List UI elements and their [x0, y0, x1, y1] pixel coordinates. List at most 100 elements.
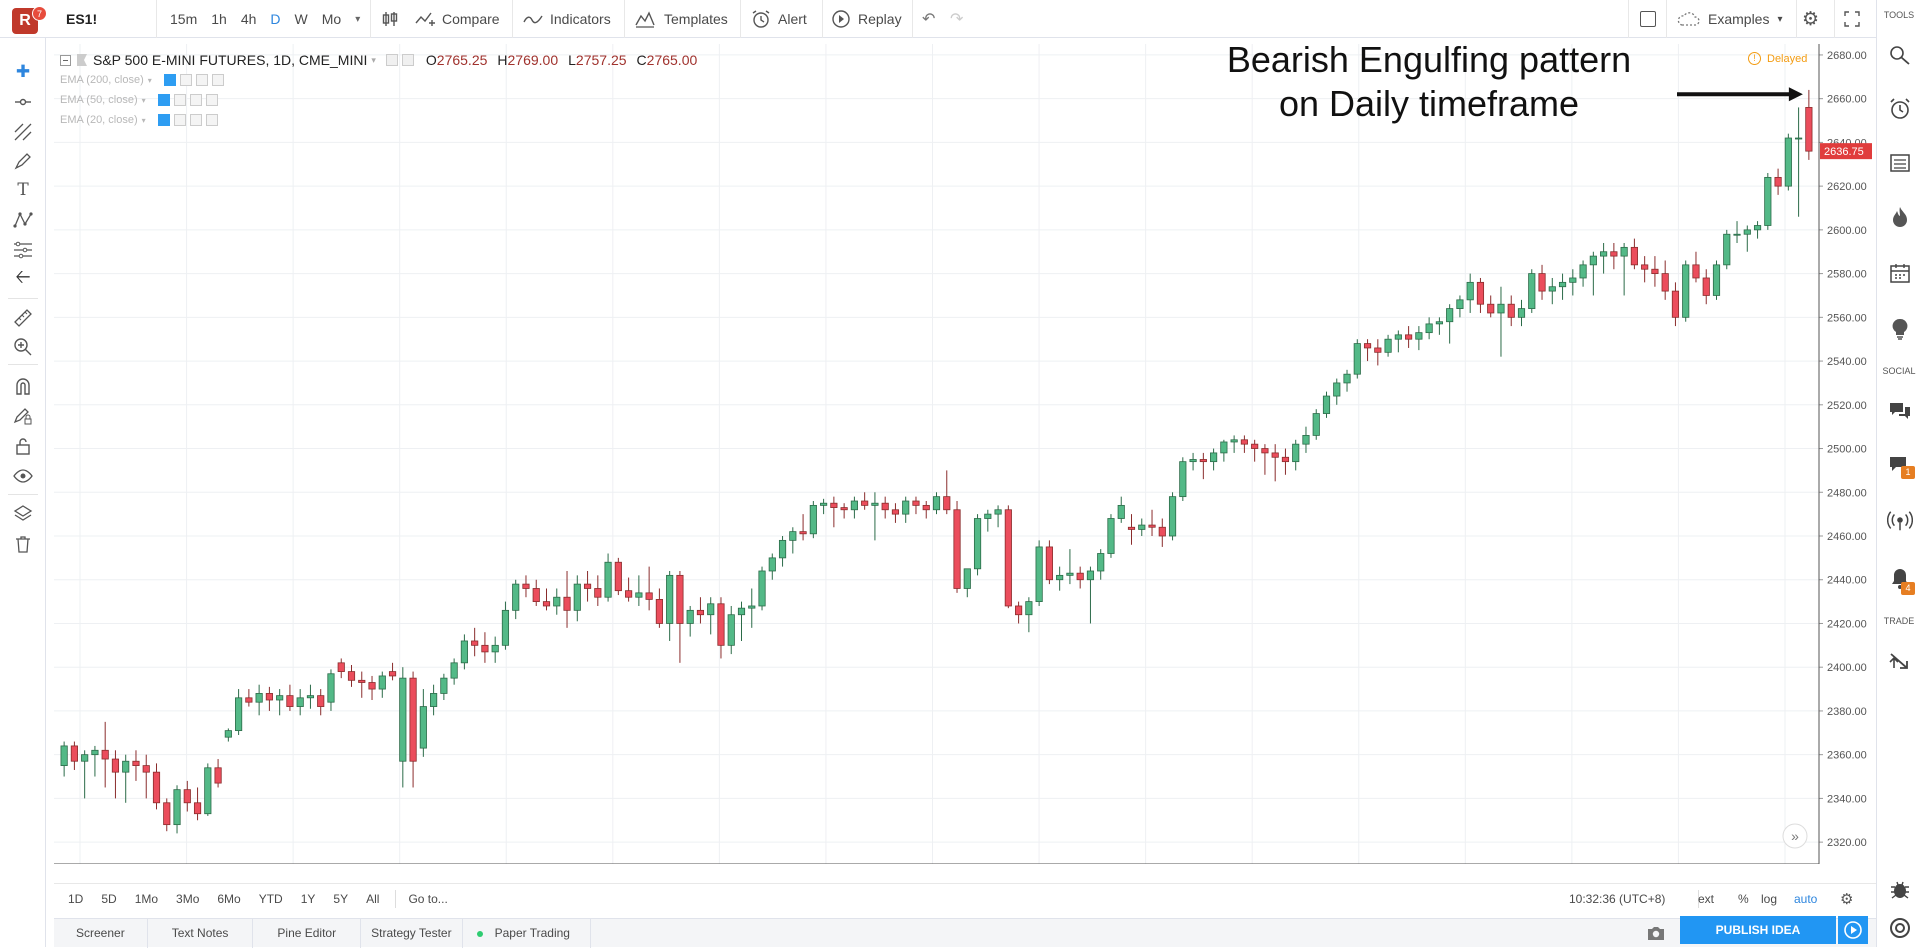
tab-pine-editor[interactable]: Pine Editor	[253, 918, 362, 948]
chart-pane[interactable]: 2680.002660.002640.002620.002600.002580.…	[54, 39, 1876, 885]
undo-icon[interactable]: ↶	[922, 11, 936, 28]
range-1mo[interactable]: 1Mo	[134, 891, 159, 906]
tab-strategy-tester[interactable]: Strategy Tester	[361, 918, 463, 948]
timeframe-dropdown-icon[interactable]: ▾	[355, 13, 361, 25]
brush-icon[interactable]	[11, 149, 35, 173]
add-icon[interactable]	[189, 94, 202, 106]
indicator-ema-20[interactable]: EMA (20, close) ▾	[60, 114, 218, 126]
indicator-ema-50[interactable]: EMA (50, close) ▾	[60, 94, 218, 106]
ruler-icon[interactable]	[11, 306, 35, 330]
watchlist-icon[interactable]	[1887, 42, 1913, 68]
publish-idea-button[interactable]: PUBLISH IDEA	[1680, 916, 1836, 944]
legend-visibility-icon[interactable]	[385, 54, 398, 66]
eye-icon[interactable]	[11, 464, 35, 488]
close-icon[interactable]	[205, 94, 218, 106]
timeframe-w[interactable]: W	[294, 11, 308, 27]
chats-icon[interactable]	[1887, 398, 1913, 424]
publish-play-button[interactable]	[1838, 916, 1868, 944]
close-icon[interactable]	[205, 114, 218, 126]
hotlist-flame-icon[interactable]	[1887, 204, 1913, 230]
candle-up	[419, 706, 427, 749]
timeframe-1h[interactable]: 1h	[211, 11, 227, 27]
magnet-icon[interactable]	[11, 374, 35, 398]
templates-button[interactable]: Templates	[634, 0, 728, 38]
crosshair-icon[interactable]: ✚	[15, 62, 31, 81]
tab-screener[interactable]: Screener	[54, 918, 148, 948]
candle-up	[748, 605, 756, 609]
replay-button[interactable]: Replay	[830, 0, 902, 38]
alert-button[interactable]: Alert	[750, 0, 807, 38]
range-6mo[interactable]: 6Mo	[217, 891, 241, 906]
range-1y[interactable]: 1Y	[300, 891, 316, 906]
alerts-clock-icon[interactable]	[1887, 96, 1913, 122]
indicators-icon	[523, 15, 543, 24]
fork-tool-icon[interactable]	[11, 120, 35, 144]
range-ytd[interactable]: YTD	[258, 891, 283, 906]
settings-icon[interactable]	[179, 74, 192, 86]
settings-icon[interactable]	[173, 114, 186, 126]
bug-report-icon[interactable]	[1887, 876, 1913, 902]
eye-toggle-icon[interactable]	[157, 94, 170, 106]
arrow-left-icon[interactable]: 🡠	[15, 267, 31, 288]
unlock-icon[interactable]	[11, 434, 35, 458]
private-chats-icon[interactable]	[1887, 452, 1913, 478]
help-icon[interactable]	[1887, 915, 1913, 941]
settings-gear-icon[interactable]: ⚙	[1802, 8, 1820, 30]
timeframe-d[interactable]: D	[270, 11, 281, 27]
trading-panel-icon[interactable]	[1887, 648, 1913, 674]
settings-icon[interactable]	[173, 94, 186, 106]
timeframe-mo[interactable]: Mo	[321, 11, 342, 27]
fullscreen-icon[interactable]	[1843, 0, 1861, 38]
log-toggle[interactable]: log	[1761, 891, 1778, 906]
close-icon[interactable]	[211, 74, 224, 86]
tab-text-notes[interactable]: Text Notes	[148, 918, 254, 948]
compare-button[interactable]: Compare	[414, 0, 500, 38]
candle-down	[1261, 448, 1269, 454]
legend-settings-icon[interactable]	[401, 54, 414, 66]
indicators-button[interactable]: Indicators	[522, 0, 611, 38]
layers-icon[interactable]	[11, 502, 35, 526]
prediction-icon[interactable]	[11, 238, 35, 262]
eye-toggle-icon[interactable]	[157, 114, 170, 126]
indicator-ema-200[interactable]: EMA (200, close) ▾	[60, 74, 224, 86]
scale-settings-gear-icon[interactable]: ⚙	[1840, 890, 1854, 908]
redo-icon[interactable]: ↷	[950, 11, 964, 28]
ext-toggle[interactable]: ext	[1698, 891, 1715, 906]
delayed-badge[interactable]: ! Delayed	[1748, 52, 1807, 65]
chart-style-button[interactable]	[380, 0, 400, 38]
snapshot-camera-icon[interactable]	[1646, 924, 1666, 945]
goto-button[interactable]: Go to...	[408, 891, 448, 906]
range-5y[interactable]: 5Y	[333, 891, 349, 906]
text-tool-icon[interactable]: T	[17, 180, 29, 200]
symbol-search[interactable]: ES1!	[66, 11, 98, 27]
clock[interactable]: 10:32:36 (UTC+8)	[1569, 891, 1666, 906]
range-3mo[interactable]: 3Mo	[176, 891, 200, 906]
calendar-icon[interactable]	[1887, 260, 1913, 286]
eye-toggle-icon[interactable]	[163, 74, 176, 86]
flag-icon[interactable]	[77, 54, 87, 66]
scroll-to-realtime-button[interactable]	[1782, 823, 1808, 849]
streams-icon[interactable]	[1887, 508, 1913, 534]
legend-collapse-icon[interactable]	[60, 54, 71, 66]
ideas-bulb-icon[interactable]	[1887, 316, 1913, 342]
range-5d[interactable]: 5D	[101, 891, 117, 906]
trash-icon[interactable]	[11, 532, 35, 556]
range-all[interactable]: All	[366, 891, 380, 906]
legend-dropdown-icon[interactable]: ▾	[371, 54, 376, 65]
trend-line-icon[interactable]	[11, 90, 35, 114]
add-icon[interactable]	[195, 74, 208, 86]
layout-toggle-button[interactable]	[1640, 0, 1656, 38]
timeframe-4h[interactable]: 4h	[240, 11, 257, 27]
data-window-icon[interactable]	[1887, 150, 1913, 176]
tab-paper-trading[interactable]: Paper Trading	[463, 918, 591, 948]
zoom-in-icon[interactable]	[11, 335, 35, 359]
add-icon[interactable]	[189, 114, 202, 126]
examples-button[interactable]: Examples ▾	[1676, 0, 1783, 38]
lock-drawing-icon[interactable]	[11, 404, 35, 428]
percent-toggle[interactable]: %	[1738, 891, 1749, 906]
range-1d[interactable]: 1D	[68, 891, 84, 906]
pattern-icon[interactable]	[11, 208, 35, 232]
timeframe-15m[interactable]: 15m	[170, 11, 198, 27]
auto-toggle[interactable]: auto	[1794, 891, 1818, 906]
price-chart[interactable]: 2680.002660.002640.002620.002600.002580.…	[54, 39, 1876, 885]
